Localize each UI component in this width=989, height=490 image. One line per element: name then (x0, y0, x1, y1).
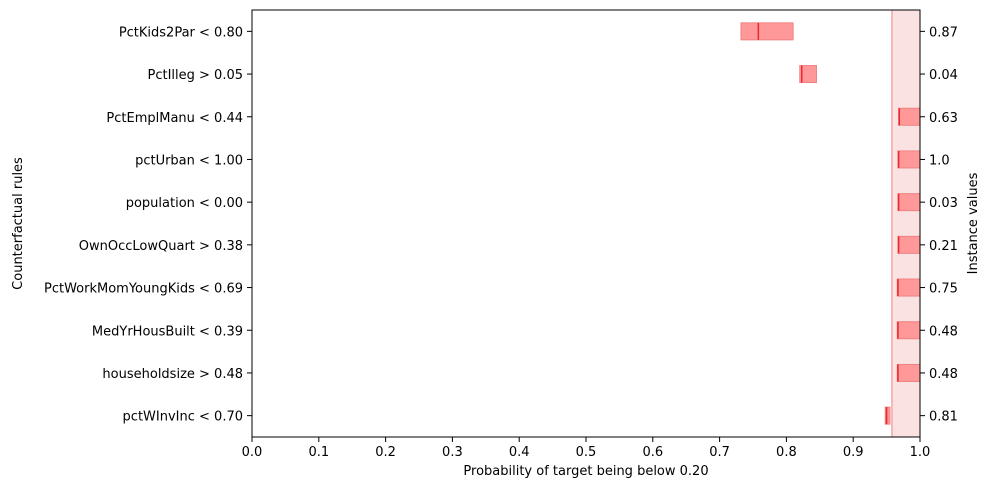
instance-value-label: 0.75 (929, 282, 958, 297)
plot-frame (251, 9, 921, 438)
x-tick-label: 0.0 (242, 445, 263, 460)
interval-bar (897, 150, 921, 169)
instance-value-label: 0.21 (929, 239, 958, 254)
rule-label: PctWorkMomYoungKids < 0.69 (44, 282, 243, 297)
rule-label: PctIlleg > 0.05 (148, 68, 244, 83)
instance-value-label: 0.87 (929, 25, 958, 40)
interval-bar (884, 406, 891, 425)
x-axis-title: Probability of target being below 0.20 (463, 464, 708, 479)
x-tick-label: 0.6 (642, 445, 663, 460)
instance-value-label: 0.63 (929, 111, 958, 126)
interval-bar (740, 22, 794, 41)
interval-bar (896, 321, 921, 340)
x-tick-label: 0.2 (375, 445, 396, 460)
rule-label: OwnOccLowQuart > 0.38 (79, 239, 243, 254)
x-tick-label: 0.3 (442, 445, 463, 460)
rule-label: pctWInvInc < 0.70 (123, 410, 243, 425)
rule-label: PctKids2Par < 0.80 (119, 25, 243, 40)
rule-label: PctEmplManu < 0.44 (106, 111, 243, 126)
bars-layer (740, 22, 921, 425)
rule-label: population < 0.00 (126, 196, 243, 211)
x-tick-label: 0.9 (843, 445, 864, 460)
instance-value-label: 0.81 (929, 410, 958, 425)
instance-value-label: 0.04 (929, 68, 958, 83)
x-tick-label: 0.1 (308, 445, 329, 460)
y-axis-title: Counterfactual rules (11, 157, 26, 290)
interval-bar (896, 278, 921, 297)
x-tick-label: 1.0 (910, 445, 931, 460)
instance-value-label: 0.48 (929, 324, 958, 339)
rule-label: pctUrban < 1.00 (135, 153, 243, 168)
y2-axis-title: Instance values (966, 172, 981, 274)
x-tick-label: 0.8 (776, 445, 797, 460)
interval-bar (799, 65, 817, 84)
x-tick-label: 0.5 (576, 445, 597, 460)
interval-bar (897, 193, 921, 212)
interval-bar (897, 235, 921, 254)
instance-value-label: 0.48 (929, 367, 958, 382)
rule-label: householdsize > 0.48 (102, 367, 243, 382)
x-tick-label: 0.4 (509, 445, 530, 460)
x-tick-label: 0.7 (709, 445, 730, 460)
instance-value-label: 1.0 (929, 153, 950, 168)
axes-layer: 0.0 0.1 0.2 0.3 0.4 0.5 0.6 0.7 0.8 0.9 1.0 PctKids… (44, 9, 958, 460)
interval-bar (898, 107, 921, 126)
rule-label: MedYrHousBuilt < 0.39 (92, 324, 243, 339)
instance-value-label: 0.03 (929, 196, 958, 211)
interval-bar (896, 363, 921, 382)
